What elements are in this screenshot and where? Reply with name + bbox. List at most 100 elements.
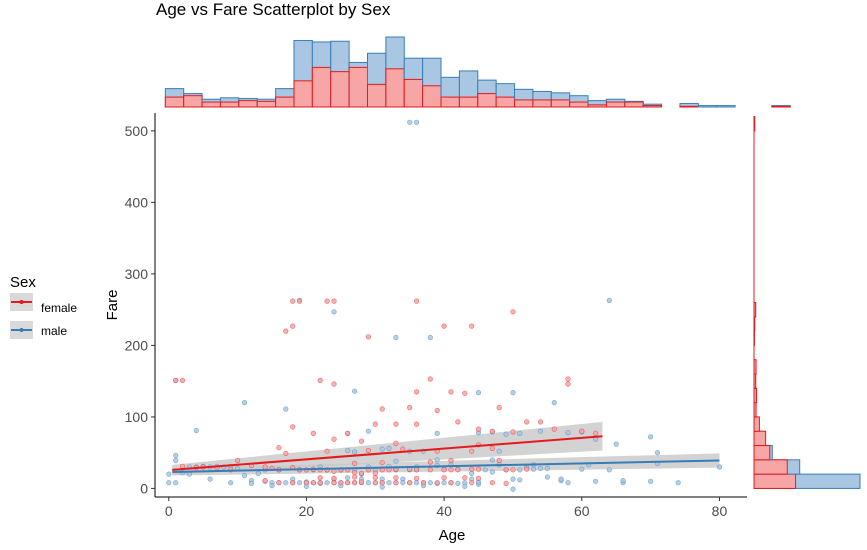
data-point-male — [394, 335, 399, 340]
data-point-female — [366, 448, 371, 453]
fare-histogram-bar-female — [754, 417, 759, 431]
data-point-male — [380, 447, 385, 452]
legend-dot-male — [20, 328, 24, 332]
data-point-male — [208, 477, 213, 482]
age-histogram-bar-female — [625, 102, 643, 107]
age-histogram-bar-female — [496, 97, 514, 107]
fare-histogram — [754, 117, 860, 489]
data-point-female — [463, 391, 468, 396]
data-point-female — [566, 382, 571, 387]
age-histogram-bar-female — [533, 100, 551, 107]
data-point-female — [476, 427, 481, 432]
data-point-female — [456, 468, 461, 473]
data-point-female — [476, 467, 481, 472]
data-point-female — [284, 451, 289, 456]
data-point-male — [366, 480, 371, 485]
data-point-male — [559, 477, 564, 482]
data-point-male — [518, 468, 523, 473]
data-point-female — [407, 405, 412, 410]
fare-histogram-bar-female — [754, 460, 787, 474]
data-point-female — [345, 480, 350, 485]
data-point-male — [173, 453, 178, 458]
data-point-male — [401, 480, 406, 485]
data-point-female — [469, 480, 474, 485]
data-point-female — [428, 468, 433, 473]
data-point-female — [476, 476, 481, 481]
data-point-male — [284, 480, 289, 485]
data-point-female — [380, 480, 385, 485]
data-point-male — [655, 450, 660, 455]
data-point-male — [256, 471, 261, 476]
data-point-male — [676, 480, 681, 485]
data-point-female — [504, 481, 509, 486]
y-tick-label: 400 — [125, 194, 149, 210]
data-point-female — [332, 382, 337, 387]
data-point-female — [524, 467, 529, 472]
data-point-female — [359, 471, 364, 476]
age-histogram-bar-female — [423, 86, 441, 107]
data-point-male — [545, 475, 550, 480]
data-point-female — [435, 480, 440, 485]
x-tick-label: 80 — [712, 503, 728, 519]
data-point-female — [311, 431, 316, 436]
data-point-female — [380, 407, 385, 412]
age-histogram-bar-female — [386, 69, 404, 107]
data-point-male — [463, 484, 468, 489]
data-point-male — [345, 448, 350, 453]
data-point-male — [352, 450, 357, 455]
age-histogram-bar-male — [717, 106, 735, 107]
data-point-male — [456, 481, 461, 486]
data-point-female — [449, 390, 454, 395]
data-point-male — [621, 478, 626, 483]
data-point-male — [366, 429, 371, 434]
data-point-male — [566, 480, 571, 485]
data-point-male — [607, 298, 612, 303]
data-point-male — [648, 479, 653, 484]
data-point-female — [490, 429, 495, 434]
data-point-female — [524, 420, 529, 425]
age-histogram-bar-female — [643, 106, 661, 107]
data-point-female — [442, 468, 447, 473]
data-point-female — [449, 458, 454, 463]
data-point-male — [476, 390, 481, 395]
data-point-female — [394, 480, 399, 485]
data-point-female — [284, 329, 289, 334]
data-point-female — [366, 335, 371, 340]
data-point-male — [469, 471, 474, 476]
data-point-female — [504, 468, 509, 473]
age-histogram-bar-male — [698, 106, 716, 107]
data-point-female — [332, 437, 337, 442]
data-point-male — [352, 389, 357, 394]
data-point-female — [511, 468, 516, 473]
data-point-female — [463, 475, 468, 480]
data-point-female — [511, 430, 516, 435]
y-axis-label: Fare — [104, 290, 121, 321]
data-point-female — [318, 480, 323, 485]
y-tick-label: 500 — [125, 123, 149, 139]
data-point-male — [345, 475, 350, 480]
data-point-female — [414, 468, 419, 473]
data-point-female — [580, 429, 585, 434]
age-histogram-bar-female — [772, 106, 790, 107]
data-point-male — [435, 431, 440, 436]
data-point-male — [566, 430, 571, 435]
data-point-male — [414, 120, 419, 125]
data-point-female — [421, 480, 426, 485]
data-point-male — [538, 429, 543, 434]
data-point-female — [414, 476, 419, 481]
data-point-female — [394, 441, 399, 446]
fare-histogram-bar-female — [754, 474, 796, 488]
x-tick-label: 0 — [165, 503, 173, 519]
data-point-female — [414, 299, 419, 304]
data-point-female — [318, 378, 323, 383]
data-point-female — [469, 324, 474, 329]
data-point-female — [263, 465, 268, 470]
age-histogram-bar-female — [294, 81, 312, 107]
age-histogram-bar-female — [441, 97, 459, 107]
data-point-female — [325, 299, 330, 304]
data-point-male — [490, 470, 495, 475]
data-point-male — [284, 407, 289, 412]
data-point-male — [511, 487, 516, 492]
